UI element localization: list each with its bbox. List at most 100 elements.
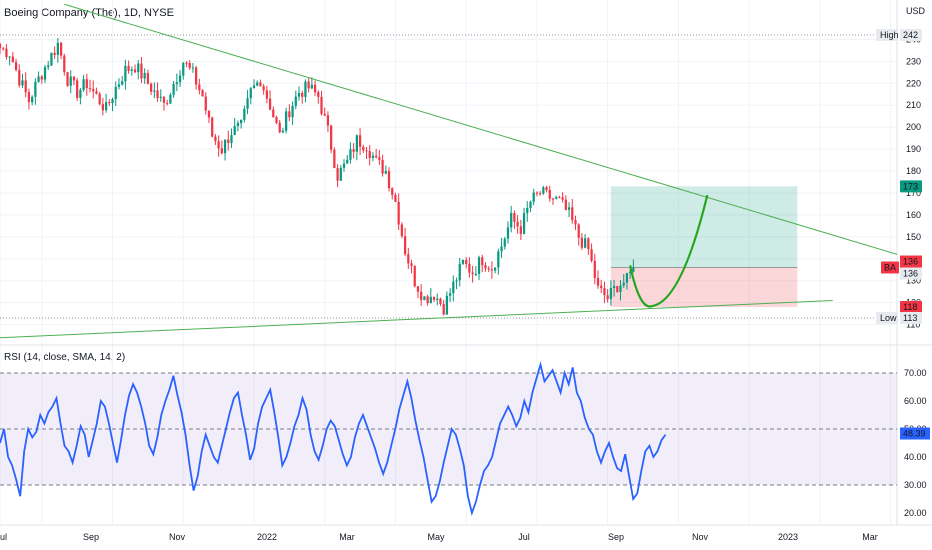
- candle-up: [294, 96, 297, 106]
- candle-down: [600, 285, 603, 289]
- candle-up: [452, 281, 455, 294]
- time-tick-label: Jul: [518, 532, 530, 542]
- candle-up: [143, 72, 146, 79]
- candle-down: [465, 259, 468, 264]
- candle-up: [236, 123, 240, 126]
- candle-up: [291, 105, 294, 118]
- candle-down: [162, 96, 166, 103]
- candle-down: [63, 55, 66, 73]
- candle-up: [506, 227, 510, 239]
- candle-up: [522, 213, 526, 234]
- price-label: 118: [903, 302, 917, 312]
- candle-down: [416, 286, 420, 292]
- candle-down: [101, 104, 105, 111]
- candle-down: [587, 238, 590, 250]
- candle-up: [256, 82, 259, 86]
- candle-down: [333, 149, 336, 169]
- candle-down: [326, 115, 330, 126]
- candle-up: [429, 296, 432, 304]
- candle-down: [166, 102, 169, 104]
- candle-down: [397, 201, 400, 225]
- candle-up: [172, 84, 175, 95]
- candle-up: [117, 84, 121, 87]
- price-label: 242: [903, 30, 918, 40]
- candle-down: [72, 76, 76, 81]
- time-tick-label: Sep: [608, 532, 624, 542]
- candle-down: [18, 70, 21, 86]
- candle-up: [622, 282, 625, 286]
- candle-down: [403, 236, 407, 255]
- price-label-bg: [900, 312, 922, 324]
- candle-down: [146, 72, 150, 84]
- candle-up: [124, 65, 127, 82]
- candle-down: [394, 194, 397, 202]
- candle-down: [11, 56, 14, 63]
- candle-up: [510, 213, 513, 228]
- candle-down: [577, 224, 580, 238]
- candle-down: [426, 296, 429, 304]
- support-trendline: [0, 299, 833, 339]
- candle-up: [384, 171, 387, 174]
- candle-down: [156, 90, 159, 98]
- candle-down: [442, 303, 445, 315]
- candle-up: [584, 238, 587, 248]
- entry-price-label: 136: [903, 269, 918, 279]
- candle-down: [95, 91, 98, 94]
- stop-zone: [610, 267, 798, 308]
- candle-up: [371, 155, 375, 158]
- cup-pattern-curve: [629, 194, 709, 308]
- candle-down: [40, 76, 43, 80]
- candle-up: [252, 85, 256, 89]
- time-tick-label: Mar: [862, 532, 878, 542]
- candle-down: [558, 197, 561, 199]
- rsi-value-bg: [900, 427, 930, 440]
- candle-down: [317, 92, 320, 97]
- price-label: 113: [903, 313, 917, 323]
- candle-down: [98, 93, 101, 105]
- candle-down: [330, 125, 333, 150]
- candle-down: [76, 80, 79, 98]
- candle-down: [513, 213, 516, 222]
- candle-up: [43, 67, 47, 80]
- candle-up: [37, 76, 40, 82]
- candle-up: [625, 273, 629, 283]
- candle-down: [391, 188, 394, 195]
- candle-down: [24, 80, 27, 93]
- price-tick-label: 190: [906, 144, 921, 154]
- candle-down: [5, 48, 8, 57]
- candle-up: [532, 192, 535, 202]
- price-axis: 1101201301401501601701801902002102202302…: [876, 6, 930, 518]
- price-label-bg: [881, 261, 899, 274]
- candle-down: [336, 168, 339, 181]
- candle-down: [27, 92, 31, 103]
- candle-up: [461, 259, 465, 264]
- time-tick-label: Nov: [169, 532, 186, 542]
- candle-up: [612, 286, 616, 288]
- candle-down: [211, 117, 214, 137]
- annotation-label-high: High: [880, 30, 899, 40]
- time-tick-label: Nov: [692, 532, 709, 542]
- candle-down: [278, 122, 281, 133]
- candle-down: [516, 221, 519, 227]
- entry-price-bg: [900, 267, 922, 280]
- candle-up: [619, 285, 622, 292]
- candle-up: [445, 295, 449, 315]
- candle-up: [458, 263, 461, 281]
- price-label: BA: [884, 263, 896, 273]
- rsi-pane: [0, 361, 897, 517]
- price-tick-label: 130: [906, 276, 921, 286]
- candle-down: [381, 159, 384, 174]
- candle-up: [223, 139, 227, 154]
- candle-down: [561, 197, 564, 200]
- time-tick-label: ul: [0, 532, 7, 542]
- candle-down: [217, 141, 220, 149]
- candle-down: [207, 110, 211, 118]
- candle-up: [56, 42, 59, 55]
- candle-up: [339, 167, 342, 181]
- price-label: 173: [903, 181, 918, 191]
- candle-down: [275, 117, 278, 123]
- candle-up: [500, 246, 503, 252]
- time-tick-label: 2022: [257, 532, 277, 542]
- candle-down: [571, 207, 574, 221]
